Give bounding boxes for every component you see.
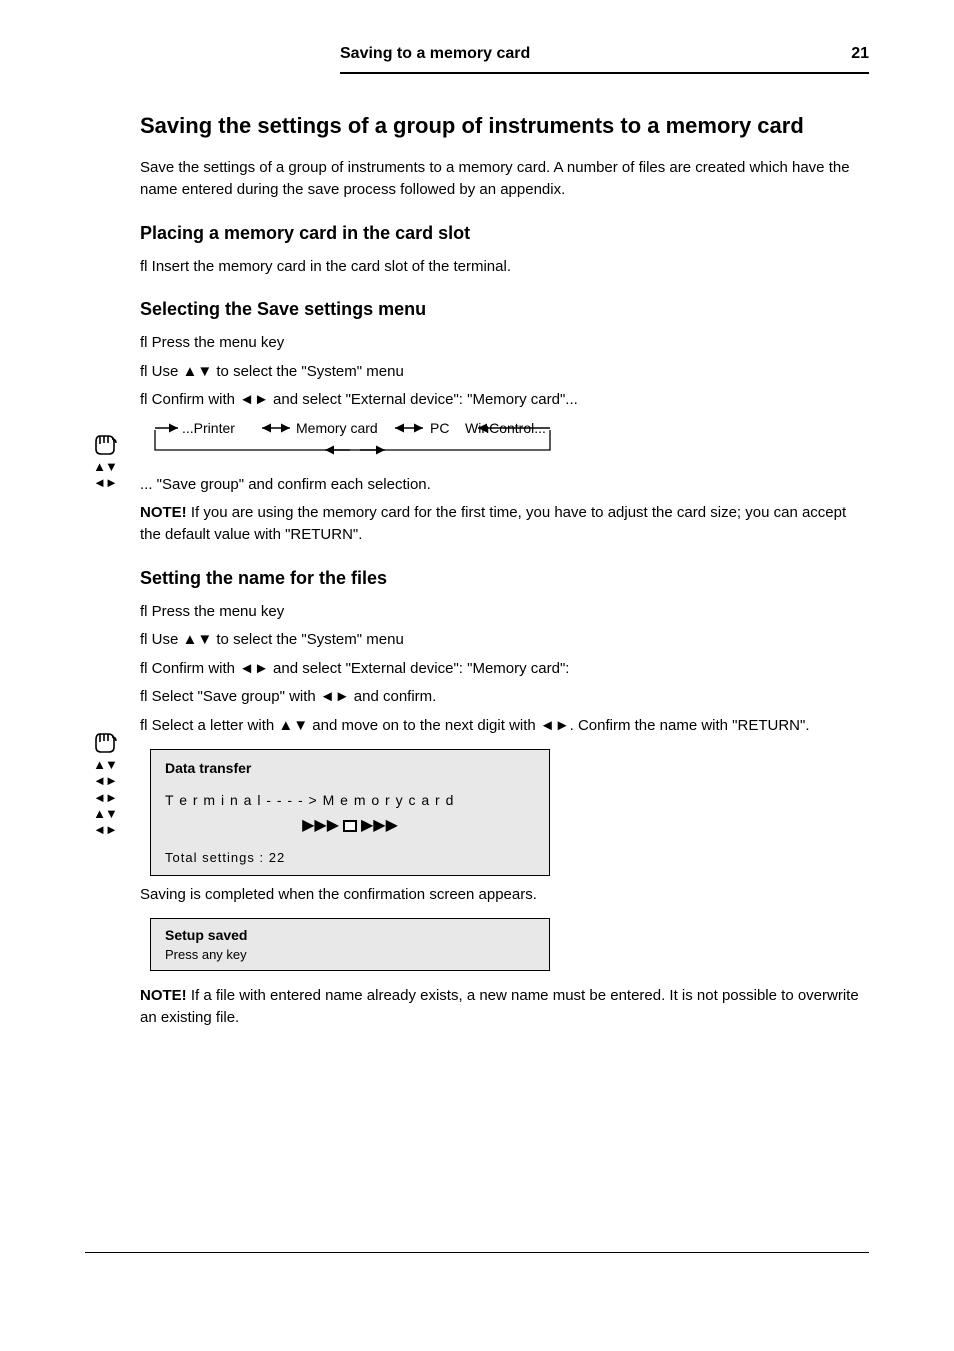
cycle-item: WinControl... bbox=[465, 420, 546, 436]
sub-heading-2: Selecting the Save settings menu bbox=[140, 299, 869, 320]
step-text: fl Press the menu key bbox=[140, 601, 869, 624]
step-text: fl Select a letter with ▲▼ and move on t… bbox=[140, 715, 869, 738]
page-number: 21 bbox=[851, 45, 869, 63]
cycle-diagram: ...Printer Memory card PC WinControl... bbox=[150, 418, 580, 468]
display-line: Press any key bbox=[165, 947, 535, 962]
display-box-2: Setup saved Press any key bbox=[150, 918, 550, 971]
display-box-1: Data transfer T e r m i n a l - - - - > … bbox=[150, 749, 550, 876]
main-heading: Saving the settings of a group of instru… bbox=[140, 113, 869, 139]
step-text: fl Press the menu key bbox=[140, 332, 869, 355]
left-right-icon: ◄► bbox=[85, 475, 125, 491]
display-line: Total settings : 22 bbox=[165, 850, 535, 865]
header-rule bbox=[340, 72, 869, 74]
cycle-item: PC bbox=[430, 420, 449, 436]
left-right-icon: ◄► bbox=[85, 773, 125, 789]
display-line: T e r m i n a l - - - - > M e m o r y c … bbox=[165, 792, 535, 808]
footer-rule bbox=[85, 1252, 869, 1253]
note-text: NOTE! If you are using the memory card f… bbox=[140, 502, 869, 546]
left-right-icon: ◄► bbox=[85, 822, 125, 838]
up-down-icon: ▲▼ bbox=[85, 459, 125, 475]
cycle-item: Memory card bbox=[296, 420, 378, 436]
display-line: Setup saved bbox=[165, 927, 535, 943]
sub-heading-3: Setting the name for the files bbox=[140, 568, 869, 589]
step-text: fl Confirm with ◄► and select "External … bbox=[140, 389, 869, 412]
step-text: fl Select "Save group" with ◄► and confi… bbox=[140, 686, 869, 709]
cycle-item: ...Printer bbox=[182, 420, 235, 436]
sub-heading-1: Placing a memory card in the card slot bbox=[140, 223, 869, 244]
hand-icon: ▲▼ ◄► ◄► ▲▼ ◄► bbox=[85, 725, 125, 838]
sub1-paragraph: fl Insert the memory card in the card sl… bbox=[140, 256, 869, 278]
hand-icon: ▲▼ ◄► bbox=[85, 427, 125, 492]
up-down-icon: ▲▼ bbox=[85, 757, 125, 773]
display-line: Data transfer bbox=[165, 760, 535, 776]
note-text: NOTE! If a file with entered name alread… bbox=[140, 985, 869, 1029]
left-right-icon: ◄► bbox=[85, 790, 125, 806]
header-title: Saving to a memory card bbox=[340, 45, 530, 63]
step-text: fl Confirm with ◄► and select "External … bbox=[140, 658, 869, 681]
step-text: fl Use ▲▼ to select the "System" menu bbox=[140, 361, 869, 384]
step-text: ... "Save group" and confirm each select… bbox=[140, 474, 869, 497]
after-display-text: Saving is completed when the confirmatio… bbox=[140, 884, 869, 906]
up-down-icon: ▲▼ bbox=[85, 806, 125, 822]
intro-paragraph: Save the settings of a group of instrume… bbox=[140, 157, 869, 201]
progress-icon: ▶▶▶ ▶▶▶ bbox=[165, 818, 535, 834]
step-text: fl Use ▲▼ to select the "System" menu bbox=[140, 629, 869, 652]
